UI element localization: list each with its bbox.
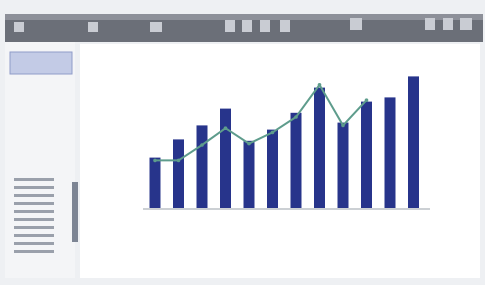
line-point (224, 126, 228, 130)
icon[interactable] (443, 18, 453, 30)
line-point (247, 142, 251, 146)
bar (338, 123, 349, 208)
icon[interactable] (260, 20, 270, 32)
chart-area (80, 44, 480, 278)
list-item[interactable] (14, 194, 54, 197)
list-item[interactable] (14, 234, 54, 237)
icon[interactable] (150, 22, 162, 32)
line-point (318, 83, 322, 87)
line-point (365, 98, 369, 102)
bar (408, 76, 419, 208)
bar (244, 141, 255, 208)
icon[interactable] (350, 18, 362, 30)
screen (0, 0, 485, 285)
list-item[interactable] (14, 202, 54, 205)
icon[interactable] (14, 22, 24, 32)
line-point (294, 115, 298, 119)
icon[interactable] (460, 18, 472, 30)
bar (291, 113, 302, 208)
list-item[interactable] (14, 250, 54, 253)
bar (267, 130, 278, 208)
bar (197, 125, 208, 208)
bar (385, 97, 396, 208)
list-item[interactable] (14, 178, 54, 181)
icon[interactable] (280, 20, 290, 32)
list-item[interactable] (14, 218, 54, 221)
toolbar-top (5, 14, 483, 20)
line-point (271, 131, 275, 135)
bar (150, 158, 161, 208)
bar (314, 88, 325, 208)
list-item[interactable] (14, 242, 54, 245)
scrollbar[interactable] (72, 182, 78, 242)
line-point (341, 124, 345, 128)
bar (220, 109, 231, 208)
bar (361, 102, 372, 208)
page: (() => { const data = JSON.parse(documen… (0, 0, 485, 285)
icon[interactable] (225, 20, 235, 32)
icon[interactable] (242, 20, 252, 32)
list-item[interactable] (14, 186, 54, 189)
icon[interactable] (88, 22, 98, 32)
icon[interactable] (425, 18, 435, 30)
line-point (153, 159, 157, 163)
selected-item[interactable] (10, 52, 72, 74)
list-item[interactable] (14, 226, 54, 229)
line-point (177, 159, 181, 163)
bar (173, 139, 184, 208)
list-item[interactable] (14, 210, 54, 213)
line-point (200, 143, 204, 147)
